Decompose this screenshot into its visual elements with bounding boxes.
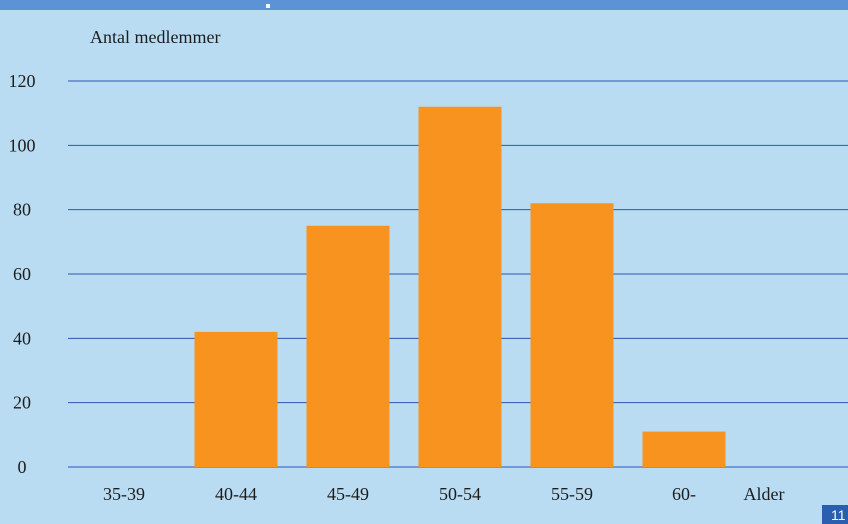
y-tick-label: 0 (18, 457, 27, 477)
x-tick-label: 40-44 (215, 484, 257, 504)
top-banner (0, 0, 848, 10)
y-tick-label: 120 (9, 71, 36, 91)
slide-number: 11 (831, 507, 846, 523)
slide-number-badge: 11 (822, 505, 848, 524)
bar-60- (642, 431, 726, 467)
x-tick-label: 50-54 (439, 484, 481, 504)
y-tick-label: 20 (13, 393, 31, 413)
y-tick-label: 80 (13, 200, 31, 220)
x-tick-label: 55-59 (551, 484, 593, 504)
x-axis-label: Alder (744, 484, 785, 504)
bar-45-49 (306, 225, 390, 467)
bars (194, 106, 726, 467)
banner-mark (266, 4, 270, 8)
x-tick-label: 60- (672, 484, 696, 504)
bar-40-44 (194, 331, 278, 467)
x-tick-label: 45-49 (327, 484, 369, 504)
bar-55-59 (530, 203, 614, 467)
y-tick-label: 60 (13, 264, 31, 284)
y-axis-label: Antal medlemmer (90, 27, 220, 47)
x-tick-labels: 35-39 40-44 45-49 50-54 55-59 60- (103, 484, 696, 504)
bar-50-54 (418, 106, 502, 467)
x-tick-label: 35-39 (103, 484, 145, 504)
y-tick-labels: 0 20 40 60 80 100 120 (9, 71, 36, 477)
y-tick-label: 40 (13, 328, 31, 348)
y-tick-label: 100 (9, 135, 36, 155)
